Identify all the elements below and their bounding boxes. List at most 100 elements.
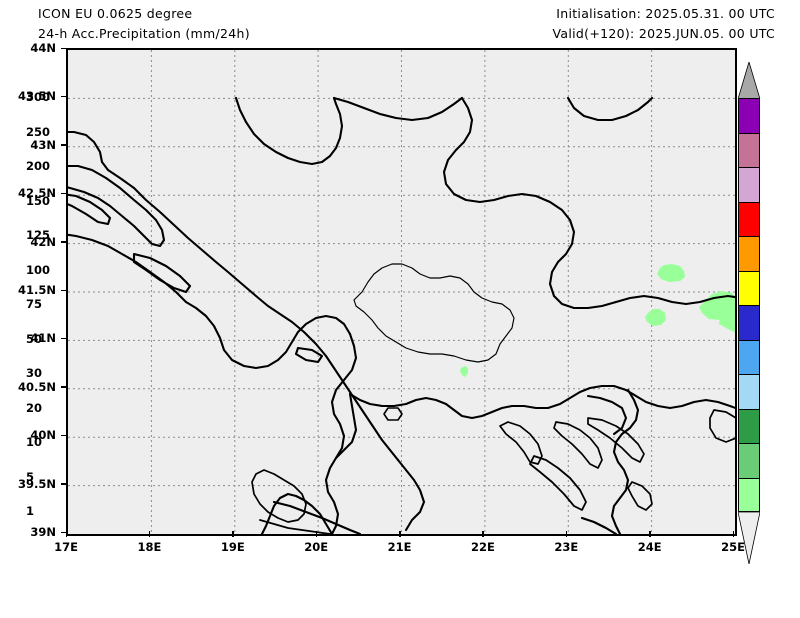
border-albania-greece-west	[324, 332, 358, 534]
y-axis-tick-label: 43.5N	[18, 89, 56, 104]
y-axis-tick-mark	[61, 337, 67, 340]
border-croatia-hungary	[234, 96, 344, 166]
colorbar-band	[738, 305, 760, 340]
border-greece-north	[348, 384, 735, 420]
initialisation-time: Initialisation: 2025.05.31. 00 UTC	[556, 6, 775, 21]
colorbar-band	[738, 374, 760, 409]
island-cres	[68, 193, 112, 226]
albanian-coast	[396, 458, 426, 532]
y-axis-tick-mark	[61, 47, 67, 49]
x-axis-tick-mark	[65, 531, 67, 537]
colorbar-tick-label: 1	[26, 504, 35, 518]
y-axis-tick-mark	[61, 95, 67, 98]
colorbar-band	[738, 270, 760, 305]
ambracian-gulf	[251, 469, 307, 523]
x-axis-tick-label: 25E	[721, 540, 745, 554]
y-axis-tick-label: 42N	[30, 234, 56, 249]
x-axis-tick-label: 20E	[304, 540, 329, 554]
x-axis-tick-mark	[399, 531, 401, 537]
y-axis-tick-label: 39.5N	[18, 476, 56, 491]
x-axis-tick-mark	[148, 531, 151, 537]
colorbar-tick-label: 200	[26, 159, 51, 173]
colorbar-band	[738, 132, 760, 167]
island-limnos	[709, 409, 735, 443]
colorbar-tick-label: 20	[26, 400, 43, 415]
gridlines	[68, 50, 735, 534]
colorbar-band	[738, 98, 760, 133]
geography-layer	[68, 96, 735, 534]
x-axis-tick-label: 17E	[54, 540, 78, 554]
y-axis-tick-label: 40N	[30, 428, 56, 443]
y-axis-tick-mark	[61, 241, 67, 243]
chalkidiki-east	[553, 421, 603, 469]
colorbar-tick-label: 30	[26, 366, 43, 380]
x-axis-tick-label: 24E	[637, 540, 662, 554]
colorbar-tick-label: 125	[26, 228, 51, 242]
colorbar-tick-label: 150	[26, 193, 51, 208]
border-serbia-bosnia	[184, 300, 352, 370]
x-axis-tick-mark	[732, 531, 734, 537]
romania-interior-line	[566, 96, 654, 122]
colorbar-tick-label: 5	[26, 469, 35, 484]
colorbar	[738, 62, 760, 564]
colorbar-tick-label: 300	[26, 90, 51, 104]
precip-patch	[460, 366, 468, 377]
y-axis-tick-mark	[61, 192, 67, 195]
field-title: 24-h Acc.Precipitation (mm/24h)	[38, 26, 250, 41]
greek-west-coast	[260, 492, 334, 534]
peloponnese-coast	[259, 519, 331, 534]
island-brac	[294, 346, 324, 364]
border-serbia-hungary	[332, 96, 464, 122]
y-axis-tick-label: 41.5N	[18, 283, 56, 297]
border-bosnia-croatia	[68, 233, 188, 304]
model-title: ICON EU 0.0625 degree	[38, 6, 193, 21]
x-axis-tick-label: 19E	[220, 540, 245, 554]
colorbar-band	[738, 167, 760, 202]
colorbar-band	[738, 236, 760, 271]
x-axis-tick-mark	[565, 531, 568, 537]
y-axis-tick-mark	[61, 434, 67, 437]
border-greece-macedonia-west	[334, 392, 358, 460]
border-serbia-romania-bulgaria	[442, 96, 618, 310]
precip-patch	[645, 309, 666, 326]
y-axis-tick-label: 39N	[30, 525, 56, 539]
colorbar-tick-label: 75	[26, 297, 43, 311]
map-svg	[68, 50, 735, 534]
valid-time: Valid(+120): 2025.JUN.05. 00 UTC	[552, 26, 775, 41]
x-axis-tick-mark	[482, 531, 484, 537]
colorbar-bands	[738, 98, 760, 512]
map-canvas	[68, 50, 735, 534]
dalmatian-coast	[68, 130, 400, 462]
x-axis-tick-mark	[315, 531, 318, 537]
precip-patch	[657, 264, 685, 282]
chalkidiki-athos	[587, 417, 645, 463]
colorbar-band	[738, 477, 760, 512]
x-axis-tick-label: 23E	[554, 540, 579, 554]
y-axis-tick-label: 43N	[30, 137, 56, 152]
y-axis-tick-mark	[61, 386, 67, 388]
chalkidiki-west	[499, 421, 543, 465]
x-axis-tick-label: 22E	[470, 540, 495, 554]
greek-east-coast-thrace	[610, 388, 640, 534]
colorbar-band	[738, 201, 760, 236]
island-dugi-otok	[132, 252, 192, 294]
colorbar-tick-label: 50	[26, 331, 43, 346]
map-plot-area	[66, 48, 737, 536]
y-axis-tick-label: 41N	[30, 331, 56, 346]
lake-prespa	[383, 407, 403, 421]
danube-border-east	[614, 294, 735, 306]
colorbar-under-arrow	[738, 512, 760, 564]
colorbar-over-arrow	[738, 62, 760, 99]
border-kosovo	[353, 263, 515, 363]
colorbar-band	[738, 408, 760, 443]
colorbar-tick-label: 250	[26, 124, 51, 139]
precipitation-shading	[460, 264, 735, 377]
island-skyros	[627, 481, 653, 511]
x-axis-tick-mark	[232, 531, 234, 537]
velebit-channel	[68, 164, 166, 248]
y-axis-tick-mark	[61, 483, 67, 485]
x-axis-tick-label: 21E	[387, 540, 412, 554]
island-evia	[529, 455, 587, 511]
colorbar-tick-label: 100	[26, 262, 51, 277]
